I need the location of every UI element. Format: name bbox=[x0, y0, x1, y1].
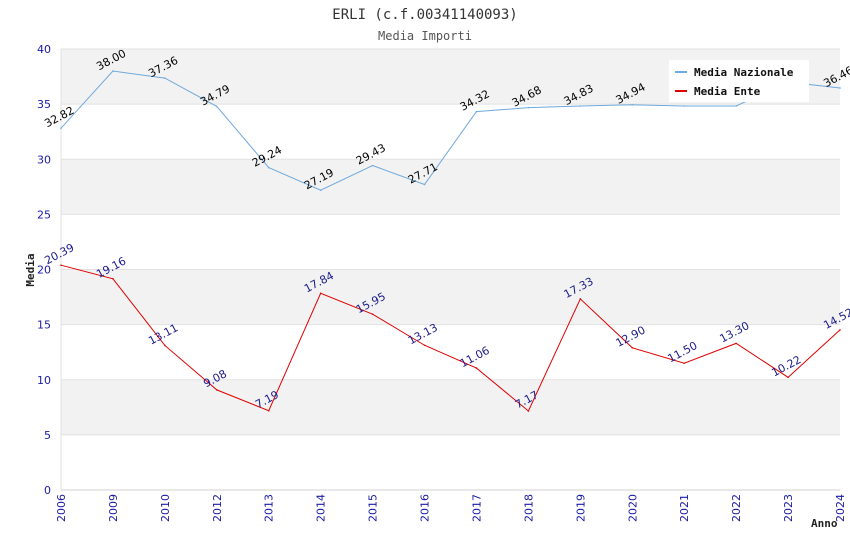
x-tick-label: 2021 bbox=[678, 494, 691, 522]
data-point bbox=[475, 110, 478, 113]
x-tick-label: 2013 bbox=[263, 494, 276, 522]
y-tick-label: 15 bbox=[37, 319, 51, 332]
data-point bbox=[735, 105, 737, 107]
data-point bbox=[579, 298, 582, 300]
y-axis: 0 5 10 15 20 25 30 35 40 bbox=[37, 43, 51, 497]
y-tick-label: 25 bbox=[37, 208, 51, 221]
data-point bbox=[60, 264, 62, 267]
y-tick-label: 10 bbox=[37, 374, 51, 387]
legend-box bbox=[669, 60, 809, 102]
series-line-media-nazionale bbox=[60, 70, 841, 191]
data-point bbox=[60, 127, 62, 129]
data-point bbox=[267, 166, 270, 169]
legend-label: Media Ente bbox=[694, 85, 761, 98]
data-point bbox=[319, 189, 322, 192]
data-point bbox=[371, 164, 374, 167]
y-tick-label: 5 bbox=[44, 429, 51, 442]
x-tick-label: 2024 bbox=[834, 494, 847, 522]
data-point bbox=[527, 106, 530, 109]
data-point bbox=[683, 105, 685, 107]
data-point bbox=[112, 277, 114, 280]
legend: Media Nazionale Media Ente bbox=[669, 60, 809, 102]
x-tick-label: 2017 bbox=[470, 494, 483, 522]
data-point bbox=[839, 329, 841, 331]
legend-label: Media Nazionale bbox=[694, 66, 794, 79]
data-point bbox=[631, 103, 634, 106]
y-axis-title: Media bbox=[24, 253, 37, 286]
data-point bbox=[423, 344, 426, 347]
grid-bands bbox=[60, 48, 840, 491]
x-tick-label: 2019 bbox=[574, 494, 587, 522]
series-layer bbox=[60, 70, 841, 412]
x-tick-label: 2012 bbox=[211, 494, 224, 522]
x-tick-label: 2014 bbox=[315, 494, 328, 522]
data-point bbox=[787, 376, 789, 379]
x-tick-label: 2018 bbox=[522, 494, 535, 522]
x-tick-label: 2022 bbox=[730, 494, 743, 522]
y-tick-label: 30 bbox=[37, 153, 51, 166]
y-tick-label: 0 bbox=[44, 484, 51, 497]
data-point bbox=[267, 409, 270, 412]
grid-band bbox=[61, 324, 840, 380]
data-point bbox=[475, 367, 478, 369]
data-point bbox=[371, 313, 374, 315]
data-point bbox=[112, 70, 114, 72]
series-line-media-ente bbox=[60, 264, 841, 412]
x-tick-label: 2023 bbox=[782, 494, 795, 522]
grid-band bbox=[61, 434, 840, 490]
grid-band bbox=[61, 379, 840, 435]
data-point bbox=[683, 362, 685, 365]
data-point bbox=[423, 183, 426, 186]
grid-band bbox=[61, 269, 840, 325]
y-tick-label: 35 bbox=[37, 98, 51, 111]
data-point bbox=[164, 77, 166, 79]
data-point bbox=[164, 344, 166, 347]
x-tick-label: 2020 bbox=[626, 494, 639, 522]
x-tick-label: 2006 bbox=[55, 494, 68, 522]
x-tick-label: 2009 bbox=[107, 494, 120, 522]
grid-band bbox=[61, 214, 840, 270]
x-tick-label: 2015 bbox=[367, 494, 380, 522]
data-point bbox=[631, 346, 634, 349]
data-point bbox=[839, 87, 841, 89]
chart-subtitle: Media Importi bbox=[378, 29, 472, 43]
grid-band bbox=[61, 104, 840, 160]
y-tick-label: 20 bbox=[37, 264, 51, 277]
data-point bbox=[527, 410, 530, 412]
y-tick-label: 40 bbox=[37, 43, 51, 56]
x-axis-title: Anno bbox=[811, 517, 838, 530]
data-point bbox=[216, 389, 218, 391]
data-point bbox=[216, 105, 218, 108]
data-point bbox=[319, 292, 322, 295]
x-tick-label: 2010 bbox=[159, 494, 172, 522]
data-point bbox=[735, 342, 737, 345]
grid-band bbox=[61, 159, 840, 215]
x-axis: 2006 2009 2010 2012 2013 2014 2015 2016 2017 2018… bbox=[55, 494, 847, 522]
x-tick-label: 2016 bbox=[419, 494, 432, 522]
data-point bbox=[579, 105, 582, 107]
chart-title: ERLI (c.f.00341140093) bbox=[332, 7, 517, 23]
